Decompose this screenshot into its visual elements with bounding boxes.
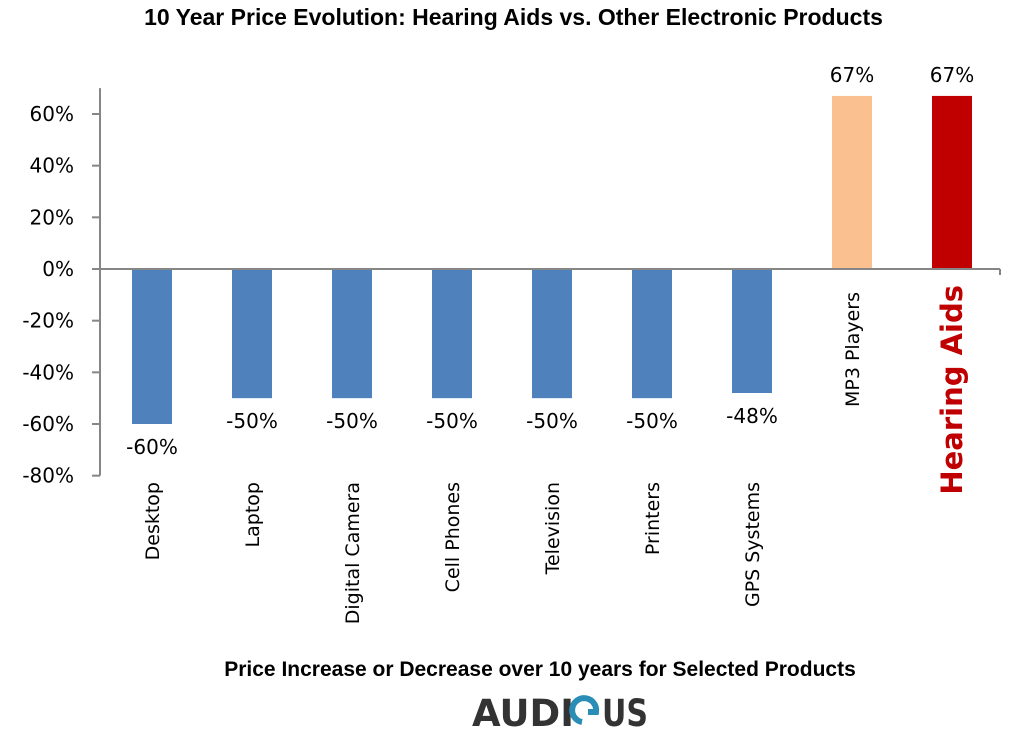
bar bbox=[732, 269, 772, 393]
bar bbox=[332, 269, 372, 399]
svg-text:AUDI: AUDI bbox=[472, 692, 574, 732]
y-tick-label: -80% bbox=[22, 464, 74, 488]
y-tick-label: 20% bbox=[30, 205, 74, 229]
data-label: 67% bbox=[930, 63, 974, 87]
category-label: Cell Phones bbox=[442, 482, 464, 592]
category-label: Digital Camera bbox=[342, 482, 364, 624]
bar bbox=[132, 269, 172, 424]
category-label: GPS Systems bbox=[742, 482, 764, 607]
category-label: Desktop bbox=[142, 482, 164, 560]
audious-logo: AUDI US bbox=[472, 692, 648, 732]
y-tick-label: -20% bbox=[22, 309, 74, 333]
data-label: -50% bbox=[626, 409, 678, 433]
data-label: -50% bbox=[326, 409, 378, 433]
svg-text:US: US bbox=[602, 692, 648, 732]
x-axis-label: Price Increase or Decrease over 10 years… bbox=[224, 658, 856, 681]
category-label: Printers bbox=[642, 482, 664, 555]
data-label: -50% bbox=[426, 409, 478, 433]
data-label: -60% bbox=[126, 435, 178, 459]
bar-chart: 60% 40% 20% 0% -20% -40% -60% -80% -60% Desktop -5… bbox=[22, 63, 1001, 624]
data-label: -50% bbox=[226, 409, 278, 433]
bar bbox=[932, 95, 972, 270]
bar bbox=[832, 95, 872, 270]
bar bbox=[532, 269, 572, 399]
category-label: Hearing Aids bbox=[935, 285, 969, 495]
data-label: -50% bbox=[526, 409, 578, 433]
data-label: 67% bbox=[830, 63, 874, 87]
bar bbox=[632, 269, 672, 399]
category-label: Television bbox=[542, 482, 564, 575]
data-label: -48% bbox=[726, 404, 778, 428]
bar bbox=[432, 269, 472, 399]
y-tick-label: 60% bbox=[30, 102, 74, 126]
y-tick-label: -40% bbox=[22, 360, 74, 384]
bar bbox=[232, 269, 272, 399]
y-tick-label: 40% bbox=[30, 154, 74, 178]
category-label: MP3 Players bbox=[842, 292, 864, 407]
y-tick-label: -60% bbox=[22, 412, 74, 436]
y-tick-label: 0% bbox=[42, 257, 74, 281]
chart-title: 10 Year Price Evolution: Hearing Aids vs… bbox=[144, 4, 883, 30]
category-label: Laptop bbox=[242, 482, 264, 547]
